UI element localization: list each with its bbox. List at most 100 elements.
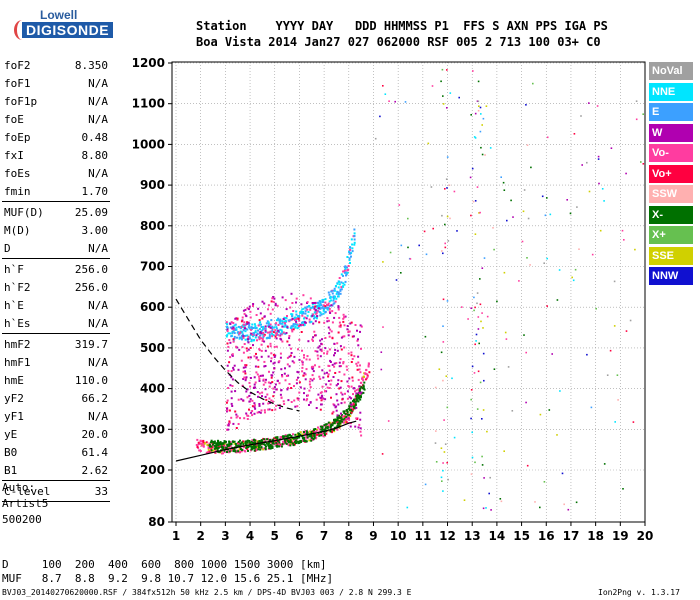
echo-point <box>308 383 311 386</box>
echo-point <box>284 379 287 382</box>
echo-point <box>360 325 363 328</box>
echo-point <box>347 417 350 420</box>
echo-point <box>261 442 264 445</box>
echo-point <box>275 388 278 391</box>
echo-point <box>237 440 240 443</box>
noise-point <box>440 447 443 449</box>
echo-point <box>359 418 362 421</box>
echo-point <box>322 376 325 379</box>
echo-point <box>314 428 317 430</box>
echo-point <box>275 332 278 335</box>
echo-point <box>244 330 247 333</box>
echo-point <box>264 448 267 451</box>
echo-point <box>276 379 279 382</box>
echo-point <box>313 330 316 333</box>
header-line-1: Station YYYY DAY DDD HHMMSS P1 FFS S AXN… <box>196 19 608 33</box>
echo-point <box>279 322 282 325</box>
echo-point <box>335 285 337 287</box>
echo-point <box>247 348 250 351</box>
noise-point <box>576 206 578 208</box>
echo-point <box>313 429 316 432</box>
echo-point <box>247 445 250 448</box>
echo-point <box>277 329 280 332</box>
noise-point <box>532 82 534 85</box>
echo-point <box>300 440 303 443</box>
echo-point <box>213 442 216 445</box>
echo-point <box>308 318 311 321</box>
echo-point <box>231 440 234 443</box>
echo-point <box>234 410 237 413</box>
echo-point <box>356 329 358 332</box>
echo-point <box>281 321 284 324</box>
echo-point <box>362 391 365 394</box>
echo-point <box>230 370 233 373</box>
echo-point <box>319 307 322 310</box>
echo-point <box>234 390 237 393</box>
echo-point <box>240 335 243 337</box>
noise-point <box>474 461 476 464</box>
plot-axes <box>168 61 646 526</box>
noise-point <box>616 374 619 376</box>
echo-point <box>227 424 230 427</box>
echo-point <box>272 300 275 303</box>
x-tick-label: 20 <box>637 529 654 543</box>
echo-point <box>289 354 292 357</box>
echo-point <box>254 325 257 328</box>
param-row: MUF(D) 25.09 <box>2 203 110 221</box>
echo-point <box>298 358 301 361</box>
echo-point <box>276 304 279 307</box>
echo-point <box>354 390 356 393</box>
noise-point <box>458 96 460 99</box>
echo-point <box>263 443 265 446</box>
echo-point <box>252 440 255 443</box>
echo-point <box>248 336 251 339</box>
echo-point <box>284 441 287 444</box>
echo-point <box>324 347 327 350</box>
echo-point <box>287 444 290 447</box>
x-tick-label: 18 <box>587 529 604 543</box>
echo-point <box>348 259 351 262</box>
echo-point <box>245 412 248 415</box>
echo-point <box>351 410 354 413</box>
noise-point <box>441 214 443 217</box>
echo-point <box>270 300 273 303</box>
echo-point <box>338 420 341 423</box>
echo-point <box>295 318 298 321</box>
echo-point <box>226 349 229 352</box>
echo-point <box>301 370 304 373</box>
echo-point <box>252 335 255 338</box>
echo-point <box>253 355 256 358</box>
echo-point <box>257 307 260 310</box>
echo-point <box>303 431 305 433</box>
echo-point <box>278 407 281 409</box>
echo-point <box>339 288 342 291</box>
echo-point <box>233 332 236 334</box>
echo-point <box>305 399 308 402</box>
echo-point <box>350 411 353 414</box>
echo-point <box>277 324 280 326</box>
echo-point <box>304 439 307 442</box>
noise-point <box>505 338 508 340</box>
echo-point <box>267 321 270 324</box>
echo-point <box>296 370 299 373</box>
echo-point <box>259 334 262 337</box>
echo-point <box>275 333 278 336</box>
noise-point <box>502 181 505 184</box>
profile-dashed-curve <box>175 298 300 412</box>
auto-program: Artist5 <box>2 497 49 510</box>
echo-point <box>226 330 229 332</box>
echo-point <box>233 448 236 451</box>
echo-point <box>314 316 316 319</box>
echo-point <box>268 335 271 338</box>
echo-point <box>249 385 252 388</box>
param-row: foEs N/A <box>2 164 110 182</box>
echo-point <box>359 430 362 433</box>
noise-point <box>539 506 541 509</box>
echo-point <box>246 439 249 442</box>
echo-point <box>216 449 219 452</box>
echo-point <box>340 348 343 351</box>
echo-point <box>278 330 280 333</box>
echo-point <box>232 449 235 452</box>
echo-point <box>274 383 277 386</box>
echo-point <box>303 372 306 375</box>
